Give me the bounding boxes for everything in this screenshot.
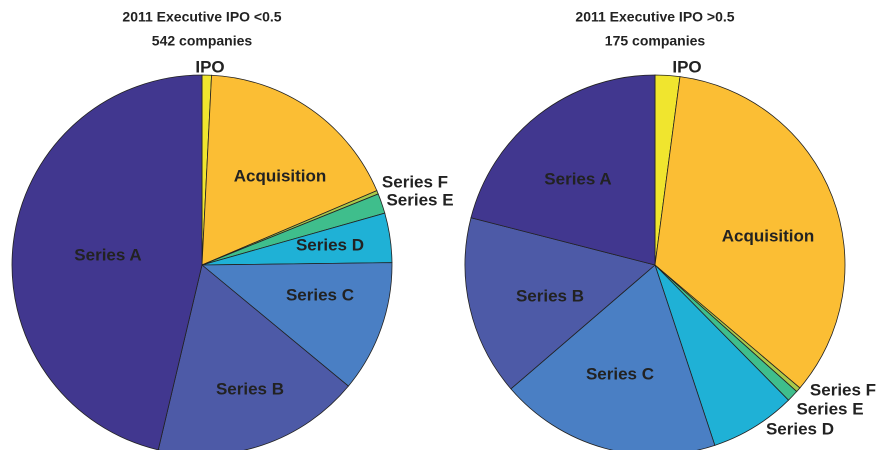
slice-label: Series F (810, 380, 876, 399)
chart-subtitle: 542 companies (152, 33, 253, 49)
slice-label: Acquisition (234, 166, 327, 185)
pie-slice (470, 74, 656, 266)
slice-label: Series A (544, 169, 611, 188)
slice-label: Series B (216, 379, 284, 398)
slice-label: Series C (286, 285, 354, 304)
chart-subtitle: 175 companies (605, 33, 706, 49)
slice-label: Acquisition (722, 226, 815, 245)
pie-slice (201, 74, 378, 266)
pie-slice (200, 262, 393, 387)
pie-slice (11, 74, 203, 450)
chart-title: 2011 Executive IPO >0.5 (575, 9, 734, 25)
slice-label: Series E (796, 399, 863, 418)
slice-label: Series F (382, 172, 448, 191)
slice-label: IPO (672, 57, 701, 76)
slice-label: Series B (516, 286, 584, 305)
slice-label: Series D (296, 235, 364, 254)
slice-label: Series E (386, 190, 453, 209)
pie-slice (157, 264, 349, 450)
pie-slice (654, 76, 846, 389)
chart-title: 2011 Executive IPO <0.5 (122, 9, 281, 25)
slice-label: Series A (74, 245, 141, 264)
pie-slice (464, 217, 656, 390)
slice-label: Series C (586, 364, 654, 383)
slice-label: Series D (766, 419, 834, 438)
pie-slice (510, 264, 716, 450)
slice-label: IPO (195, 57, 224, 76)
